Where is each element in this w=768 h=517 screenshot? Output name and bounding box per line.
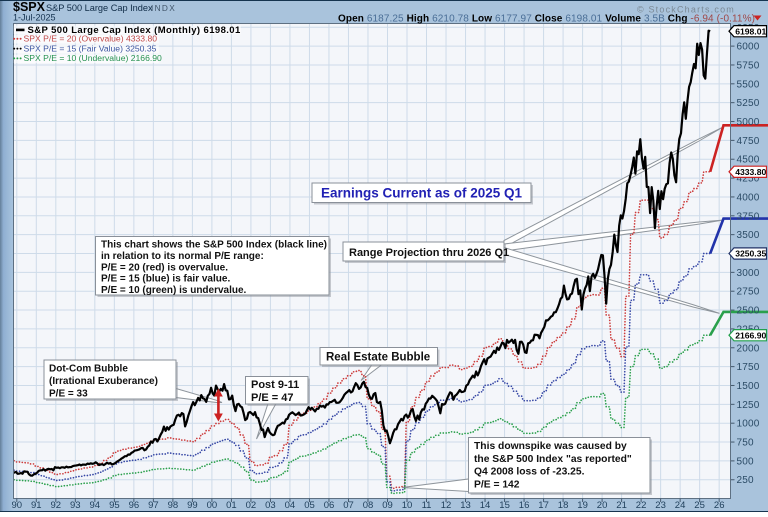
svg-text:93: 93: [70, 500, 81, 511]
svg-text:90: 90: [12, 500, 23, 511]
svg-text:6198.01: 6198.01: [735, 26, 766, 36]
svg-text:06: 06: [324, 500, 335, 511]
svg-text:Earnings Current as of 2025 Q1: Earnings Current as of 2025 Q1: [321, 186, 523, 201]
svg-text:1000: 1000: [737, 419, 760, 430]
svg-text:22: 22: [636, 500, 647, 511]
svg-text:08: 08: [363, 500, 374, 511]
svg-text:Dot-Com Bubble: Dot-Com Bubble: [49, 364, 128, 375]
svg-text:98: 98: [168, 500, 179, 511]
svg-text:P/E = 10 (green) is undervalue: P/E = 10 (green) is undervalue.: [101, 285, 247, 296]
svg-text:P/E = 20 (red) is overvalue.: P/E = 20 (red) is overvalue.: [101, 262, 228, 273]
svg-text:20: 20: [597, 500, 608, 511]
svg-text:This downspike was caused by: This downspike was caused by: [474, 441, 627, 452]
svg-text:3250.35: 3250.35: [735, 249, 766, 259]
svg-text:1250: 1250: [737, 400, 760, 411]
svg-text:12: 12: [441, 500, 452, 511]
svg-text:03: 03: [265, 500, 276, 511]
svg-text:17: 17: [538, 500, 549, 511]
svg-text:21: 21: [616, 500, 627, 511]
svg-text:96: 96: [129, 500, 140, 511]
svg-text:15: 15: [499, 500, 510, 511]
svg-text:P/E = 33: P/E = 33: [49, 389, 88, 400]
svg-text:Post 9-11: Post 9-11: [251, 379, 299, 391]
svg-text:26: 26: [714, 500, 725, 511]
svg-text:09: 09: [382, 500, 393, 511]
svg-text:91: 91: [31, 500, 42, 511]
svg-text:2500: 2500: [737, 306, 760, 317]
svg-text:$SPX: $SPX: [13, 0, 46, 14]
svg-text:the S&P 500 Index "as reported: the S&P 500 Index "as reported": [474, 454, 632, 465]
svg-text:This chart shows the S&P 500 I: This chart shows the S&P 500 Index (blac…: [101, 240, 327, 251]
svg-text:in relation to its normal P/E: in relation to its normal P/E range:: [101, 251, 264, 262]
svg-text:02: 02: [246, 500, 257, 511]
svg-text:3500: 3500: [737, 230, 760, 241]
svg-text:750: 750: [737, 438, 755, 449]
svg-text:95: 95: [109, 500, 120, 511]
svg-text:P/E = 15 (blue) is fair value.: P/E = 15 (blue) is fair value.: [101, 274, 230, 285]
svg-text:4000: 4000: [737, 192, 760, 203]
svg-text:11: 11: [422, 500, 432, 511]
svg-text:2000: 2000: [737, 343, 760, 354]
svg-text:S&P 500 Large Cap Index (Month: S&P 500 Large Cap Index (Monthly) 6198.0…: [28, 25, 241, 36]
svg-text:04: 04: [285, 500, 296, 511]
svg-text:1-Jul-2025: 1-Jul-2025: [13, 13, 56, 23]
svg-text:250: 250: [737, 475, 755, 486]
svg-text:500: 500: [737, 456, 755, 467]
svg-text:INDX: INDX: [151, 3, 176, 13]
svg-text:SPX P/E = 20 (Overvalue) 4333.: SPX P/E = 20 (Overvalue) 4333.80: [24, 34, 158, 44]
svg-text:16: 16: [519, 500, 530, 511]
svg-text:P/E = 142: P/E = 142: [474, 479, 520, 490]
svg-text:25: 25: [694, 500, 705, 511]
svg-text:05: 05: [304, 500, 315, 511]
svg-text:5250: 5250: [737, 98, 760, 109]
svg-text:18: 18: [558, 500, 569, 511]
svg-text:6000: 6000: [737, 42, 760, 53]
svg-text:Open 6187.25 High 6210.78 Low: Open 6187.25 High 6210.78 Low 6177.97 Cl…: [338, 13, 755, 24]
svg-text:92: 92: [51, 500, 62, 511]
svg-text:P/E = 47: P/E = 47: [251, 392, 294, 404]
svg-text:24: 24: [675, 500, 686, 511]
svg-text:SPX P/E = 10 (Undervalue) 2166: SPX P/E = 10 (Undervalue) 2166.90: [24, 53, 163, 63]
svg-text:5750: 5750: [737, 61, 760, 72]
svg-text:Real Estate Bubble: Real Estate Bubble: [326, 352, 430, 364]
svg-text:19: 19: [577, 500, 588, 511]
svg-text:4750: 4750: [737, 136, 760, 147]
svg-text:2750: 2750: [737, 287, 760, 298]
svg-text:13: 13: [460, 500, 471, 511]
svg-text:5000: 5000: [737, 117, 760, 128]
svg-text:1750: 1750: [737, 362, 760, 373]
svg-text:5500: 5500: [737, 79, 760, 90]
svg-text:© StockCharts.com: © StockCharts.com: [637, 4, 735, 14]
svg-text:Q4 2008 loss of -23.25.: Q4 2008 loss of -23.25.: [474, 467, 585, 478]
svg-text:SPX P/E = 15 (Fair Value) 3250: SPX P/E = 15 (Fair Value) 3250.35: [24, 43, 157, 53]
svg-text:4250: 4250: [737, 174, 760, 185]
svg-text:97: 97: [148, 500, 159, 511]
svg-text:(Irrational Exuberance): (Irrational Exuberance): [49, 376, 158, 387]
svg-text:3000: 3000: [737, 268, 760, 279]
svg-text:S&P 500 Large Cap Index: S&P 500 Large Cap Index: [46, 3, 153, 13]
svg-text:4333.80: 4333.80: [735, 167, 766, 177]
svg-text:4500: 4500: [737, 155, 760, 166]
svg-text:1500: 1500: [737, 381, 760, 392]
svg-text:99: 99: [187, 500, 198, 511]
svg-text:00: 00: [207, 500, 218, 511]
svg-text:10: 10: [402, 500, 413, 511]
svg-text:07: 07: [343, 500, 354, 511]
svg-text:23: 23: [655, 500, 666, 511]
svg-text:94: 94: [90, 500, 101, 511]
svg-text:14: 14: [480, 500, 491, 511]
svg-text:Range Projection thru 2026 Q1: Range Projection thru 2026 Q1: [349, 247, 509, 259]
svg-text:01: 01: [226, 500, 237, 511]
svg-text:3750: 3750: [737, 211, 760, 222]
svg-text:2166.90: 2166.90: [735, 330, 766, 340]
